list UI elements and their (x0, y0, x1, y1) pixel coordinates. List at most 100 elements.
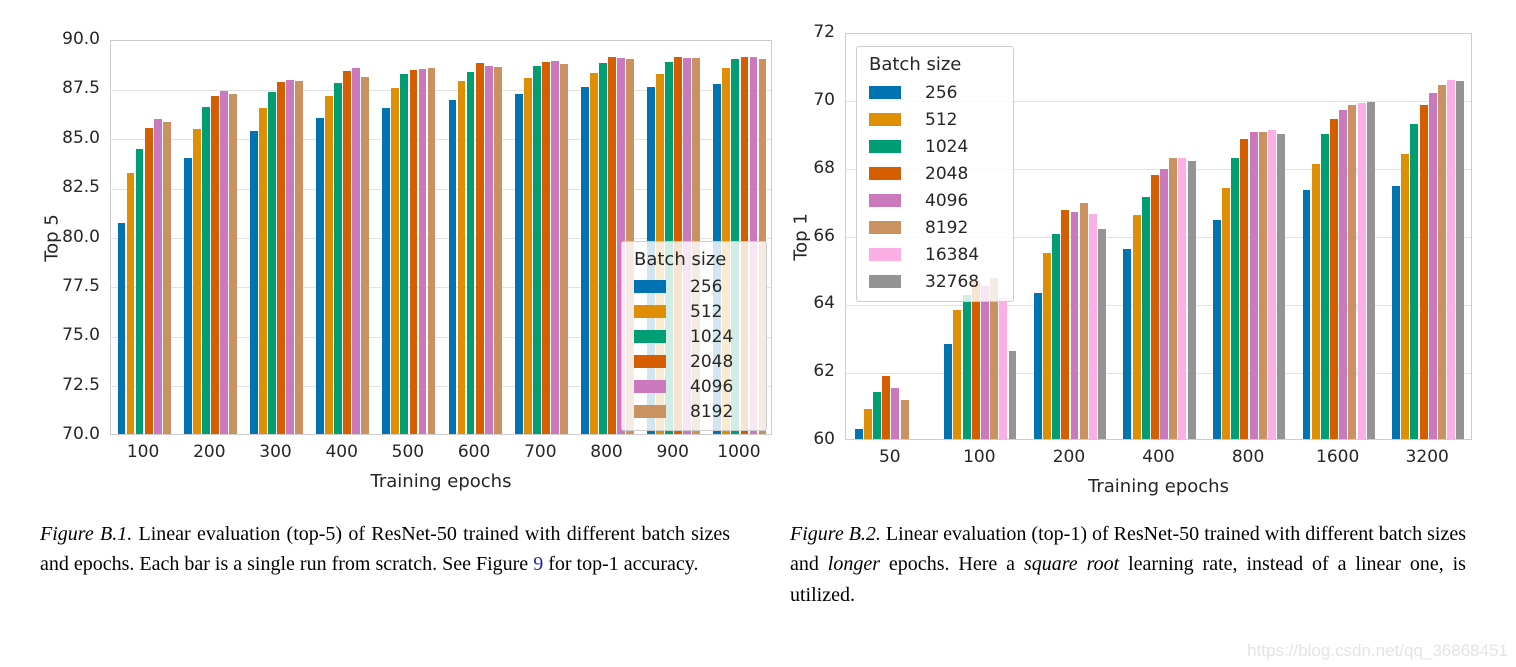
bar-256-400 (1123, 249, 1132, 439)
legend-swatch-4096 (634, 380, 666, 393)
legend-swatch-2048 (869, 167, 901, 180)
x-tick-label: 3200 (1405, 447, 1449, 467)
bar-256-200 (183, 157, 192, 434)
bar-512-700 (523, 77, 532, 434)
bar-4096-300 (286, 79, 294, 434)
bar-8192-100 (162, 122, 171, 434)
legend-entry-label: 1024 (690, 326, 734, 347)
bar-16384-100 (999, 298, 1008, 439)
y-tick-label: 87.5 (62, 78, 100, 99)
bar-1024-800 (1231, 157, 1240, 439)
legend-entry: 512 (632, 299, 756, 324)
caption-segment: for top-1 accuracy. (543, 553, 699, 576)
bar-2048-400 (1150, 174, 1159, 439)
bar-2048-100 (144, 127, 153, 434)
bar-256-3200 (1392, 186, 1401, 439)
bar-512-300 (259, 108, 267, 434)
bar-256-200 (1033, 293, 1042, 439)
bar-4096-600 (484, 65, 493, 434)
bar-4096-400 (1160, 169, 1169, 439)
bar-2048-100 (971, 281, 980, 439)
bar-256-100 (117, 222, 126, 434)
bar-8192-500 (427, 67, 436, 434)
bar-8192-300 (295, 80, 304, 434)
bar-256-600 (448, 100, 457, 434)
legend-entry: 2048 (867, 160, 1003, 187)
bar-2048-500 (409, 69, 418, 434)
x-tick-label: 800 (590, 442, 623, 462)
bar-8192-50 (900, 400, 909, 439)
legend-entry-label: 32768 (925, 271, 980, 292)
bar-2048-50 (882, 376, 891, 439)
legend-entry: 8192 (867, 214, 1003, 241)
bar-4096-200 (1070, 211, 1079, 439)
caption-segment: Linear evaluation (top-5) of ResNet-50 t… (40, 523, 730, 576)
bar-8192-100 (990, 277, 999, 439)
gridline (111, 386, 771, 388)
legend-swatch-8192 (634, 405, 666, 418)
y-tick-label: 72.5 (62, 374, 100, 395)
bar-4096-100 (153, 119, 162, 434)
legend-entry-label: 512 (690, 301, 723, 322)
bar-16384-1600 (1357, 103, 1366, 439)
top1-legend: Batch size 256 512 1024 2048 4096 8192 16384 327… (856, 46, 1014, 302)
bar-512-3200 (1401, 154, 1410, 439)
bar-2048-3200 (1419, 104, 1428, 439)
bar-2048-800 (1240, 138, 1249, 439)
legend-swatch-512 (869, 113, 901, 126)
y-tick-label: 85.0 (62, 127, 100, 148)
bar-8192-3200 (1438, 84, 1446, 439)
bar-512-800 (590, 72, 598, 434)
x-tick-label: 100 (963, 447, 996, 467)
gridline (111, 287, 771, 289)
figure-b2-caption: Figure B.2. Linear evaluation (top-1) of… (790, 519, 1466, 610)
x-tick-label: 300 (259, 442, 292, 462)
legend-entry: 256 (632, 274, 756, 299)
bar-2048-1600 (1330, 118, 1339, 439)
bar-8192-700 (559, 63, 568, 434)
caption-segment: learning rate, instead of a linear one, … (790, 553, 1466, 606)
legend-swatch-8192 (869, 221, 901, 234)
legend-entry: 2048 (632, 349, 756, 374)
bar-256-50 (854, 428, 863, 439)
bar-512-500 (391, 88, 400, 434)
y-tick-label: 75.0 (62, 325, 100, 346)
bar-1024-500 (400, 73, 409, 434)
bar-16384-400 (1178, 157, 1187, 439)
top5-yaxis-label: Top 5 (41, 213, 63, 262)
bar-512-400 (325, 96, 334, 434)
bar-4096-3200 (1428, 93, 1437, 439)
x-tick-label: 900 (656, 442, 689, 462)
y-tick-label: 66 (813, 225, 835, 246)
bar-512-600 (457, 80, 466, 434)
caption-segment: longer (827, 553, 881, 576)
gridline (846, 169, 1471, 171)
x-tick-label: 200 (1052, 447, 1086, 467)
legend-entry-label: 16384 (925, 244, 980, 265)
x-tick-label: 700 (524, 442, 557, 462)
y-tick-label: 68 (813, 157, 835, 178)
bar-8192-400 (361, 76, 370, 434)
y-tick-label: 90.0 (62, 29, 100, 49)
x-tick-label: 500 (391, 442, 425, 462)
x-tick-label: 400 (1142, 447, 1175, 467)
bar-2048-700 (541, 61, 550, 434)
legend-swatch-256 (869, 86, 901, 99)
legend-entry-label: 512 (925, 109, 958, 130)
x-tick-label: 1600 (1316, 447, 1360, 467)
bar-4096-1600 (1339, 110, 1348, 439)
x-tick-label: 50 (878, 447, 901, 467)
bar-256-100 (944, 344, 953, 439)
bar-2048-300 (277, 81, 285, 434)
y-tick-label: 64 (813, 293, 835, 314)
legend-swatch-32768 (869, 275, 901, 288)
gridline (111, 89, 771, 91)
legend-entry: 1024 (867, 133, 1003, 160)
bar-1024-400 (1141, 196, 1150, 439)
legend-swatch-4096 (869, 194, 901, 207)
y-tick-label: 70.0 (62, 424, 100, 444)
legend-title: Batch size (869, 54, 962, 75)
bar-16384-200 (1088, 213, 1097, 439)
legend-swatch-512 (634, 305, 666, 318)
bar-4096-500 (418, 68, 427, 434)
